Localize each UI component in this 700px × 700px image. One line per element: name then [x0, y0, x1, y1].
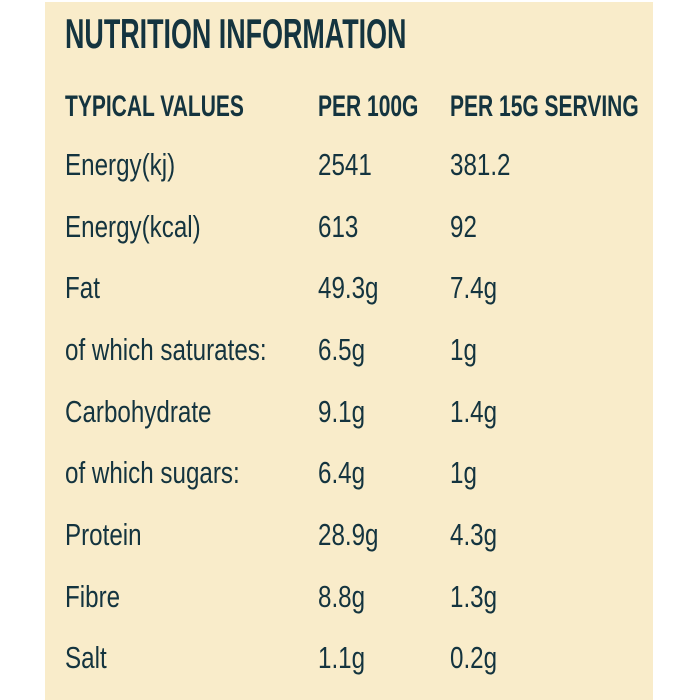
column-header-per-100g: PER 100G — [318, 90, 419, 123]
row-label: Energy(kcal) — [65, 208, 201, 244]
row-value-per-100g: 2541 — [318, 146, 372, 182]
table-body: Energy(kj) 2541 381.2 Energy(kcal) 613 92 Fat 4… — [65, 134, 640, 689]
table-row: Energy(kcal) 613 92 — [65, 196, 640, 258]
row-value-per-15g-serving: 7.4g — [450, 270, 498, 306]
row-value-per-100g: 613 — [318, 208, 359, 244]
row-value-per-15g-serving: 1g — [450, 331, 477, 367]
row-value-per-15g-serving: 0.2g — [450, 640, 498, 676]
table-row: Energy(kj) 2541 381.2 — [65, 134, 640, 196]
row-value-per-100g: 8.8g — [318, 578, 366, 614]
page-title: NUTRITION INFORMATION — [65, 10, 407, 57]
row-value-per-100g: 6.5g — [318, 331, 366, 367]
row-value-per-100g: 49.3g — [318, 270, 379, 306]
row-label: of which sugars: — [65, 455, 240, 491]
row-value-per-100g: 6.4g — [318, 455, 366, 491]
panel-content: NUTRITION INFORMATION TYPICAL VALUES PER… — [65, 2, 640, 700]
row-label: of which saturates: — [65, 331, 267, 367]
table-row: Protein 28.9g 4.3g — [65, 504, 640, 566]
row-value-per-100g: 1.1g — [318, 640, 366, 676]
row-value-per-15g-serving: 1.4g — [450, 393, 498, 429]
table-row: of which saturates: 6.5g 1g — [65, 319, 640, 381]
table-row: Salt 1.1g 0.2g — [65, 628, 640, 690]
row-value-per-15g-serving: 92 — [450, 208, 477, 244]
nutrition-panel: NUTRITION INFORMATION TYPICAL VALUES PER… — [45, 2, 653, 700]
row-label: Fat — [65, 270, 100, 306]
row-label: Protein — [65, 516, 142, 552]
table-row: of which sugars: 6.4g 1g — [65, 442, 640, 504]
row-value-per-15g-serving: 1g — [450, 455, 477, 491]
row-value-per-15g-serving: 4.3g — [450, 516, 498, 552]
row-value-per-15g-serving: 1.3g — [450, 578, 498, 614]
row-value-per-15g-serving: 381.2 — [450, 146, 511, 182]
row-label: Carbohydrate — [65, 393, 212, 429]
column-header-typical-values: TYPICAL VALUES — [65, 90, 244, 123]
table-row: Fibre 8.8g 1.3g — [65, 566, 640, 628]
table-header-row: TYPICAL VALUES PER 100G PER 15G SERVING — [65, 90, 640, 124]
column-header-per-15g-serving: PER 15G SERVING — [450, 90, 639, 123]
row-value-per-100g: 9.1g — [318, 393, 366, 429]
table-row: Carbohydrate 9.1g 1.4g — [65, 381, 640, 443]
row-label: Fibre — [65, 578, 121, 614]
table-row: Fat 49.3g 7.4g — [65, 257, 640, 319]
row-label: Salt — [65, 640, 107, 676]
row-label: Energy(kj) — [65, 146, 176, 182]
row-value-per-100g: 28.9g — [318, 516, 379, 552]
